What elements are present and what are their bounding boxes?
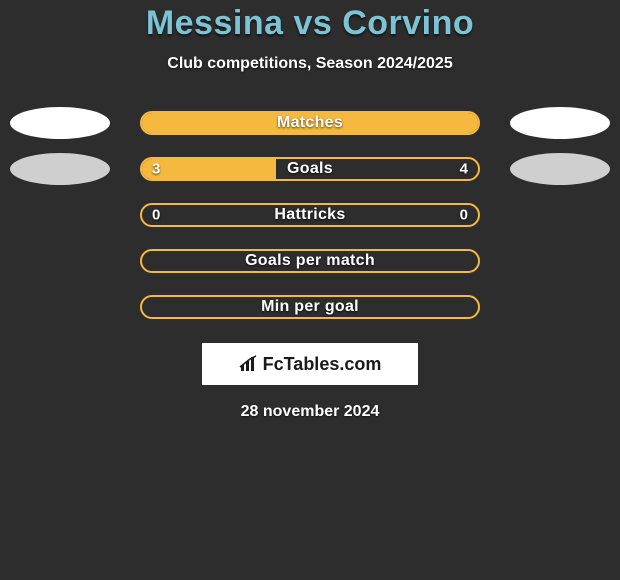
bar-hattricks: 0 Hattricks 0: [140, 203, 480, 227]
subtitle: Club competitions, Season 2024/2025: [167, 55, 452, 73]
bar-gpm: Goals per match: [140, 249, 480, 273]
stat-row-mpg: Min per goal: [0, 295, 620, 319]
bar-label-gpm: Goals per match: [245, 252, 375, 270]
bar-mpg: Min per goal: [140, 295, 480, 319]
bar-label-mpg: Min per goal: [261, 298, 359, 316]
bar-matches: Matches: [140, 111, 480, 135]
bar-label-goals: Goals: [287, 160, 333, 178]
stat-row-hattricks: 0 Hattricks 0: [0, 203, 620, 227]
bar-fill-goals: [142, 159, 276, 179]
comparison-container: Messina vs Corvino Club competitions, Se…: [0, 0, 620, 421]
stat-row-matches: Matches: [0, 111, 620, 135]
bar-val-right-hattricks: 0: [460, 207, 468, 224]
logo-label: FcTables.com: [263, 354, 382, 375]
bar-val-left-hattricks: 0: [152, 207, 160, 224]
bar-val-right-goals: 4: [460, 161, 468, 178]
page-title: Messina vs Corvino: [146, 4, 474, 43]
date-text: 28 november 2024: [241, 403, 380, 421]
bar-val-left-goals: 3: [152, 161, 160, 178]
bar-goals: 3 Goals 4: [140, 157, 480, 181]
bar-label-matches: Matches: [277, 114, 343, 132]
stat-row-goals: 3 Goals 4: [0, 157, 620, 181]
bar-label-hattricks: Hattricks: [274, 206, 345, 224]
ellipse-right-goals: [510, 153, 610, 185]
logo-text: FcTables.com: [239, 354, 382, 375]
chart-icon: [239, 355, 259, 373]
logo-box[interactable]: FcTables.com: [202, 343, 418, 385]
ellipse-right-matches: [510, 107, 610, 139]
ellipse-left-matches: [10, 107, 110, 139]
ellipse-left-goals: [10, 153, 110, 185]
stat-row-gpm: Goals per match: [0, 249, 620, 273]
